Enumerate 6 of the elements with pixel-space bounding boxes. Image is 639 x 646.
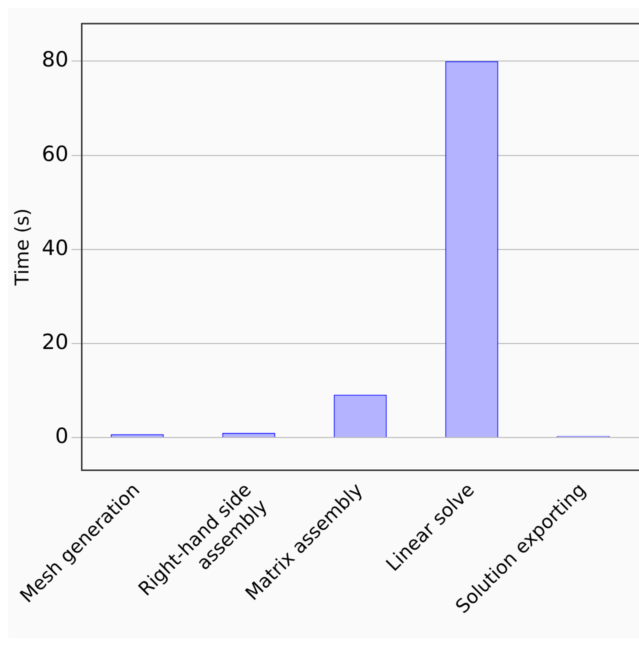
y-tick-label: 60 [42,142,69,166]
y-tick-label: 80 [42,48,69,72]
y-tick-label: 0 [55,424,69,448]
y-tick-label: 40 [42,236,69,260]
y-axis-title: Time (s) [11,208,34,287]
y-tick-label: 20 [42,330,69,354]
